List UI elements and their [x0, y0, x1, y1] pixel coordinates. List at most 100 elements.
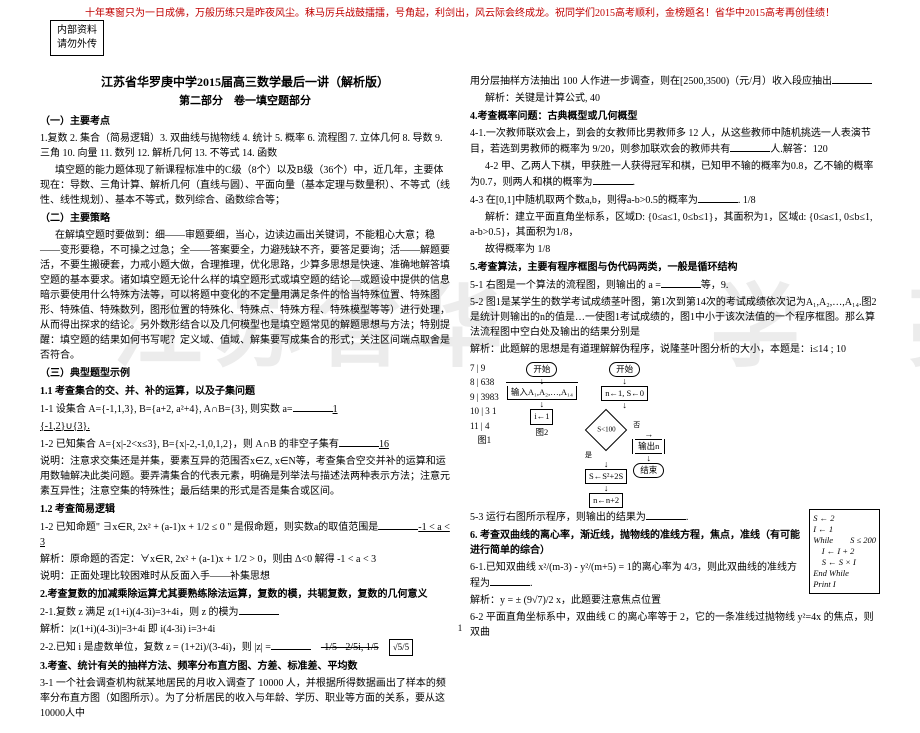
- q4-3-res: 故得概率为 1/8: [470, 242, 880, 257]
- stem-row: 8 | 638: [470, 375, 499, 389]
- pseudo-l: I ← I + 2: [813, 546, 876, 557]
- flowchart-1: 开始 ↓ 输入A₁,A₂,…,A₁₄ ↓ i←1 图2: [507, 361, 577, 509]
- blank: [593, 174, 633, 185]
- q4-2: 4-2 甲、乙两人下棋，甲获胜一人获得冠军和棋，已知甲不输的概率为0.8，乙不输…: [470, 159, 880, 190]
- h1-2: 1.2 考查简易逻辑: [40, 502, 450, 517]
- pseudo-l: S ← S × I: [813, 557, 876, 568]
- q6-2: 6-2 平面直角坐标系中，双曲线 C 的离心率等于 2，它的一条准线过抛物线 y…: [470, 610, 880, 640]
- q1-2-text: 1-2 已知集合 A={x|-2<x≤3}, B={x|-2,-1,0,1,2}…: [40, 439, 339, 450]
- pseudo-l: While S ≤ 200: [813, 535, 876, 546]
- arrow-icon: ↓: [585, 378, 664, 385]
- q2-2-hint: -1/5 - 2/5i, 1/5: [321, 642, 379, 653]
- q1-1b: {-1,2}∪{3}.: [40, 419, 450, 434]
- q4-3-ans: 1/8: [743, 195, 756, 206]
- q5-3-text: 5-3 运行右图所示程序，则输出的结果为: [470, 512, 646, 523]
- q1-2s-tip: 说明：正面处理比较困难时从反面入手——补集思想: [40, 569, 450, 584]
- page-body: 江苏省华罗庚中学2015届高三数学最后一讲（解析版） 第二部分 卷一填空题部分 …: [0, 23, 920, 733]
- arrow-icon: ↓: [507, 401, 577, 408]
- q1-1a-text: 1-1 设集合 A={-1,1,3}, B={a+2, a²+4}, A∩B={…: [40, 404, 293, 415]
- stem-row: 7 | 9: [470, 361, 499, 375]
- arrow-icon: ↓: [585, 461, 627, 468]
- arrow-icon: ↓: [585, 402, 664, 409]
- stem-row: 11 | 4: [470, 419, 499, 433]
- q2-2-ans: √5/5: [389, 639, 413, 657]
- q6-1-exp: 解析：y = ± (9√7)/2 x，此题要注意焦点位置: [470, 593, 880, 608]
- pseudo-l: I ← 1: [813, 524, 876, 535]
- sub-title: 第二部分 卷一填空题部分: [40, 93, 450, 110]
- blank: [646, 509, 686, 520]
- q5-2-tip: 解析：此题解的思想是有道理解解伪程序，说隆茎叶图分析的大小，本题是：i≤14 ;…: [470, 342, 880, 357]
- h2: 2.考查复数的加减乘除运算尤其要熟练除法运算，复数的模，共轭复数，复数的几何意义: [40, 587, 450, 602]
- r0-text: 用分层抽样方法抽出 100 人作进一步调查，则在[2500,3500)（元/月）…: [470, 76, 832, 87]
- q2-2: 2-2.已知 i 是虚数单位，复数 z = (1+2i)/(3-4i)，则 |z…: [40, 639, 450, 657]
- arrow-icon: ↓: [633, 455, 664, 462]
- flow-start2: 开始: [609, 362, 640, 377]
- stem-label: 图1: [470, 433, 499, 447]
- flow-start: 开始: [526, 362, 557, 377]
- flow-nn: n←n+2: [589, 493, 623, 508]
- q1-1a: 1-1 设集合 A={-1,1,3}, B={a+2, a²+4}, A∩B={…: [40, 401, 450, 417]
- stem-row: 10 | 3 1: [470, 404, 499, 418]
- h3: 3.考查、统计有关的抽样方法、频率分布直方图、方差、标准差、平均数: [40, 659, 450, 674]
- left-column: 江苏省华罗庚中学2015届高三数学最后一讲（解析版） 第二部分 卷一填空题部分 …: [40, 73, 450, 723]
- pseudocode-box: S ← 2 I ← 1 While S ≤ 200 I ← I + 2 S ← …: [809, 509, 880, 594]
- right-column: 用分层抽样方法抽出 100 人作进一步调查，则在[2500,3500)（元/月）…: [470, 73, 880, 723]
- blank: [378, 519, 418, 530]
- flow-out: 输出n: [638, 441, 659, 451]
- flowchart-2: 开始 ↓ n←1, S←0 ↓ S<100 是 ↓ S←S²+2S ↓ n←n+…: [585, 361, 664, 509]
- q1-2-tip: 说明：注意求交集还是并集，要素互异的范围否x∈Z, x∈N等，考查集合空交并补的…: [40, 454, 450, 499]
- stem-row: 9 | 3983: [470, 390, 499, 404]
- blank: [239, 604, 279, 615]
- h1-1: 1.1 考查集合的交、并、补的运算，以及子集问题: [40, 384, 450, 399]
- p1: 1.复数 2. 集合（简易逻辑）3. 双曲线与抛物线 4. 统计 5. 概率 6…: [40, 131, 450, 161]
- section-3-head: （三）典型题型示例: [40, 366, 450, 381]
- flow-end: 结束: [633, 463, 664, 478]
- flow-i1: i←1: [530, 409, 553, 424]
- q4-3-exp: 解析：建立平面直角坐标系，区域D: {0≤a≤1, 0≤b≤1}，其面积为1，区…: [470, 210, 880, 240]
- h5: 5.考查算法，主要有程序框图与伪代码两类，一般是循环结构: [470, 260, 880, 275]
- flow-n2: n←1, S←0: [601, 386, 648, 401]
- q5-1: 5-1 右图是一个算法的流程图，则输出的 a = 等，9.: [470, 277, 880, 293]
- q1-2s-text: 1-2 已知命题" ∃x∈R, 2x² + (a-1)x + 1/2 ≤ 0 "…: [40, 522, 378, 533]
- pseudo-l: Print I: [813, 579, 876, 590]
- arrow-icon: ↓: [585, 485, 627, 492]
- r0: 用分层抽样方法抽出 100 人作进一步调查，则在[2500,3500)（元/月）…: [470, 73, 880, 89]
- q1-2s-exp: 解析：原命题的否定：∀x∈R, 2x² + (a-1)x + 1/2 > 0，则…: [40, 552, 450, 567]
- flow-input: 输入A₁,A₂,…,A₁₄: [511, 387, 573, 397]
- blank: [271, 639, 311, 650]
- q1-1a-ans: 1: [333, 404, 338, 415]
- q1-2: 1-2 已知集合 A={x|-2<x≤3}, B={x|-2,-1,0,1,2}…: [40, 436, 450, 452]
- q3-1: 3-1 一个社会调查机构就某地居民的月收入调查了 10000 人，并根据所得数据…: [40, 676, 450, 721]
- q2-1: 2-1.复数 z 满足 z(1+i)(4-3i)=3+4i，则 z 的模为: [40, 604, 450, 620]
- q4-3-text: 4-3 在[0,1]中随机取两个数a,b，则得a-b>0.5的概率为: [470, 195, 698, 206]
- section-1-head: （一）主要考点: [40, 114, 450, 129]
- flow-ss: S←S²+2S: [585, 469, 627, 484]
- blank: [661, 277, 701, 288]
- q5-1-ans: 等，9.: [701, 280, 729, 291]
- q4-2-text: 4-2 甲、乙两人下棋，甲获胜一人获得冠军和棋，已知甲不输的概率为0.8，乙不输…: [470, 161, 873, 188]
- r0-tip: 解析：关键是计算公式, 40: [470, 91, 880, 106]
- section-2-head: （二）主要策略: [40, 211, 450, 226]
- header-redline: 十年寒窗只为一日成佛，万般历练只是昨夜风尘。秣马厉兵战鼓擂擂，号角起，利剑出，风…: [0, 0, 920, 23]
- flow-diamond: S<100: [585, 409, 627, 451]
- p2: 填空题的能力题体现了新课程标准中的C级（8个）以及B级（36个）中，近几年，主要…: [40, 163, 450, 208]
- arrow-icon: →: [633, 431, 664, 438]
- q2-1-text: 2-1.复数 z 满足 z(1+i)(4-3i)=3+4i，则 z 的模为: [40, 607, 239, 618]
- blank: [339, 436, 379, 447]
- blank: [832, 73, 872, 84]
- pseudo-l: End While: [813, 568, 876, 579]
- main-title: 江苏省华罗庚中学2015届高三数学最后一讲（解析版）: [40, 73, 450, 91]
- h4: 4.考查概率问题：古典概型或几何概型: [470, 109, 880, 124]
- q1-2s: 1-2 已知命题" ∃x∈R, 2x² + (a-1)x + 1/2 ≤ 0 "…: [40, 519, 450, 550]
- q5-1-text: 5-1 右图是一个算法的流程图，则输出的 a =: [470, 280, 661, 291]
- fig2-label: 图2: [507, 427, 577, 438]
- p3: 在解填空题时要做到：细——审题要细，当心，边读边画出关键词，不能粗心大意；稳——…: [40, 228, 450, 363]
- q2-1-tip: 解析：|z(1+i)(4-3i)|=3+4i 即 i(4-3i) i=3+4i: [40, 622, 450, 637]
- q2-2-text: 2-2.已知 i 是虚数单位，复数 z = (1+2i)/(3-4i)，则 |z…: [40, 642, 271, 653]
- flow-block: 7 | 9 8 | 638 9 | 3983 10 | 3 1 11 | 4 图…: [470, 361, 880, 509]
- q4-3: 4-3 在[0,1]中随机取两个数a,b，则得a-b>0.5的概率为. 1/8: [470, 192, 880, 208]
- blank: [293, 401, 333, 412]
- pseudo-l: S ← 2: [813, 513, 876, 524]
- blank: [698, 192, 738, 203]
- q4-1-ans: 人.解答：120: [770, 144, 828, 155]
